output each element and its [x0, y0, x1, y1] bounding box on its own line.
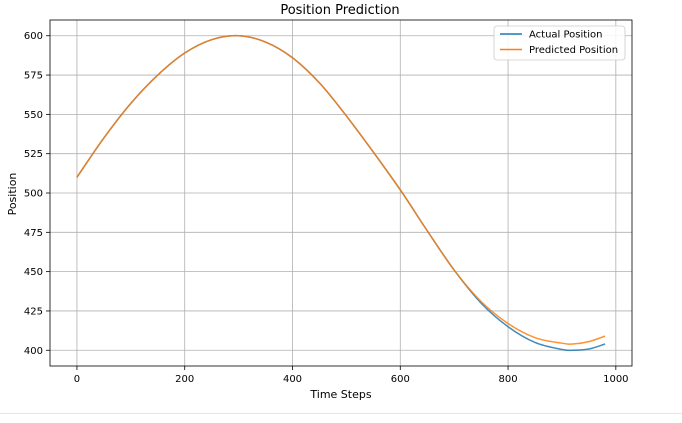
legend-label: Actual Position [529, 30, 602, 41]
y-tick-label: 525 [24, 149, 43, 160]
legend: Actual Position Predicted Position [493, 25, 626, 61]
y-tick-label: 550 [24, 110, 43, 121]
axis-ticks: 0 200 400 600 800 1000 400 425 450 475 500 525 550 57… [24, 31, 629, 385]
x-tick-label: 1000 [603, 374, 628, 385]
chart-title: Position Prediction [280, 3, 399, 18]
y-tick-label: 400 [24, 346, 43, 357]
y-tick-label: 500 [24, 189, 43, 200]
x-tick-label: 200 [175, 374, 194, 385]
x-tick-label: 400 [283, 374, 302, 385]
x-tick-label: 800 [499, 374, 518, 385]
bottom-divider [0, 413, 682, 414]
y-axis-label: Position [6, 173, 19, 216]
y-tick-label: 575 [24, 71, 43, 82]
legend-box [493, 25, 626, 61]
x-tick-label: 600 [391, 374, 410, 385]
y-tick-label: 425 [24, 306, 43, 317]
grid [50, 20, 632, 366]
plot-area [76, 34, 606, 352]
y-tick-label: 475 [24, 228, 43, 239]
y-tick-label: 600 [24, 31, 43, 42]
series-line-predicted [76, 34, 606, 345]
x-tick-label: 0 [74, 374, 80, 385]
legend-label: Predicted Position [529, 45, 618, 56]
x-axis-label: Time Steps [309, 388, 371, 401]
y-tick-label: 450 [24, 267, 43, 278]
